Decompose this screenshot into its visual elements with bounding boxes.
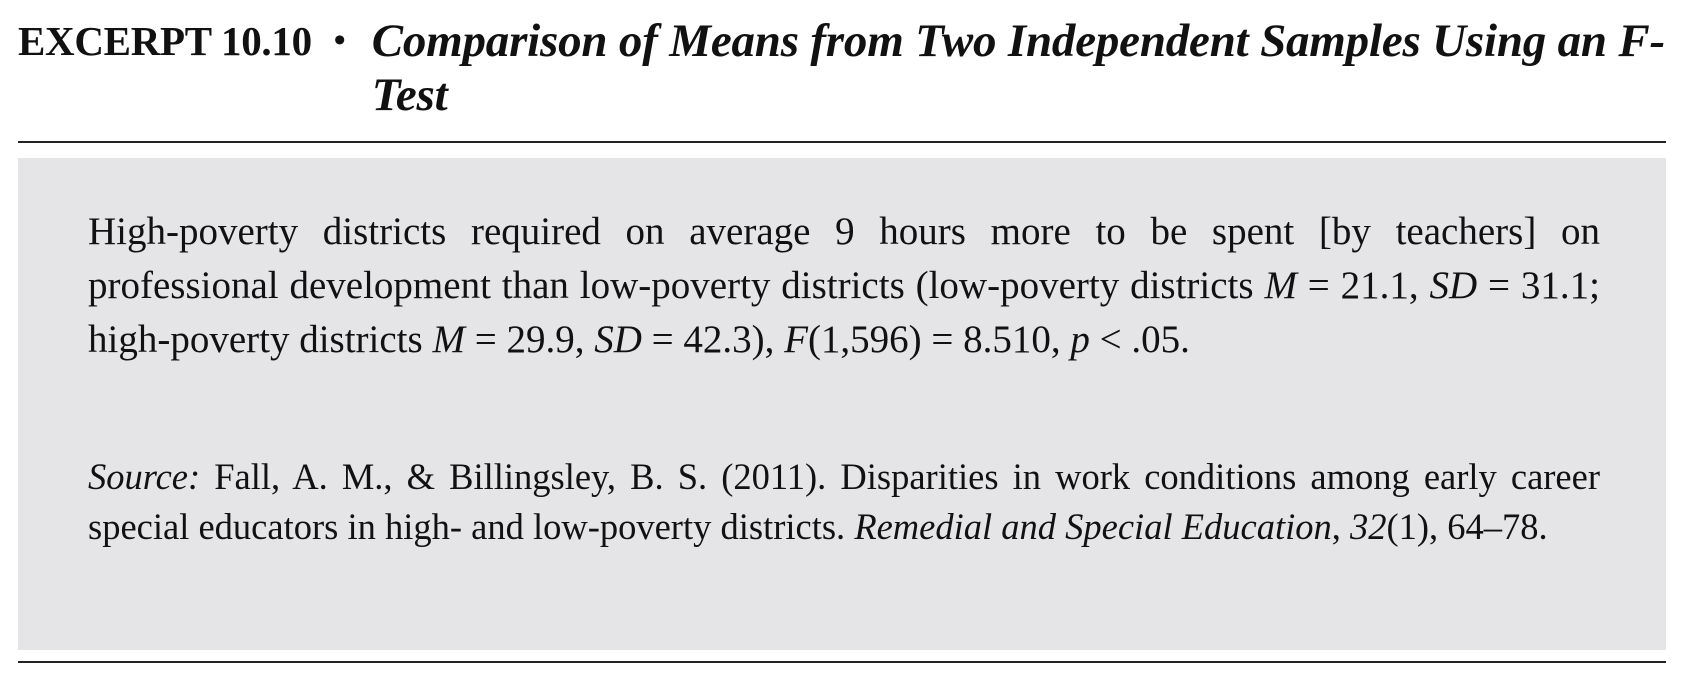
excerpt-title: Comparison of Means from Two Independent… xyxy=(371,15,1666,121)
top-rule xyxy=(18,141,1666,143)
quote-text: = 31.1; high-poverty districts xyxy=(88,264,1600,361)
quote-text: = 29.9, xyxy=(464,318,595,361)
quote-text: (1,596) = 8.510, xyxy=(807,318,1071,361)
mean-symbol: M xyxy=(432,318,465,361)
bottom-rule xyxy=(18,661,1666,663)
journal-volume: 32 xyxy=(1350,506,1387,547)
excerpt-quote: High-poverty districts required on avera… xyxy=(88,205,1600,367)
issue-pages: (1), 64–78. xyxy=(1386,506,1548,547)
citation-separator: , xyxy=(1331,506,1350,547)
quote-text: = 42.3), xyxy=(641,318,785,361)
quote-text: = 21.1, xyxy=(1296,264,1430,307)
mean-symbol: M xyxy=(1264,264,1297,307)
source-label: Source: xyxy=(88,456,201,497)
quote-text: High-poverty districts required on avera… xyxy=(88,210,1600,307)
citation-text: Fall, A. M., & Billingsley, B. S. (2011)… xyxy=(88,456,1600,547)
p-symbol: p xyxy=(1070,318,1090,361)
excerpt-bullet: • xyxy=(333,22,346,59)
source-citation: Source: Fall, A. M., & Billingsley, B. S… xyxy=(88,452,1600,552)
excerpt-header: EXCERPT 10.10 • Comparison of Means from… xyxy=(18,14,1668,122)
sd-symbol: SD xyxy=(1429,264,1478,307)
sd-symbol: SD xyxy=(594,318,642,361)
quote-text: < .05. xyxy=(1089,318,1190,361)
excerpt-box: High-poverty districts required on avera… xyxy=(18,158,1666,650)
f-symbol: F xyxy=(784,318,808,361)
journal-name: Remedial and Special Education xyxy=(854,506,1332,547)
excerpt-label: EXCERPT 10.10 xyxy=(18,18,312,64)
